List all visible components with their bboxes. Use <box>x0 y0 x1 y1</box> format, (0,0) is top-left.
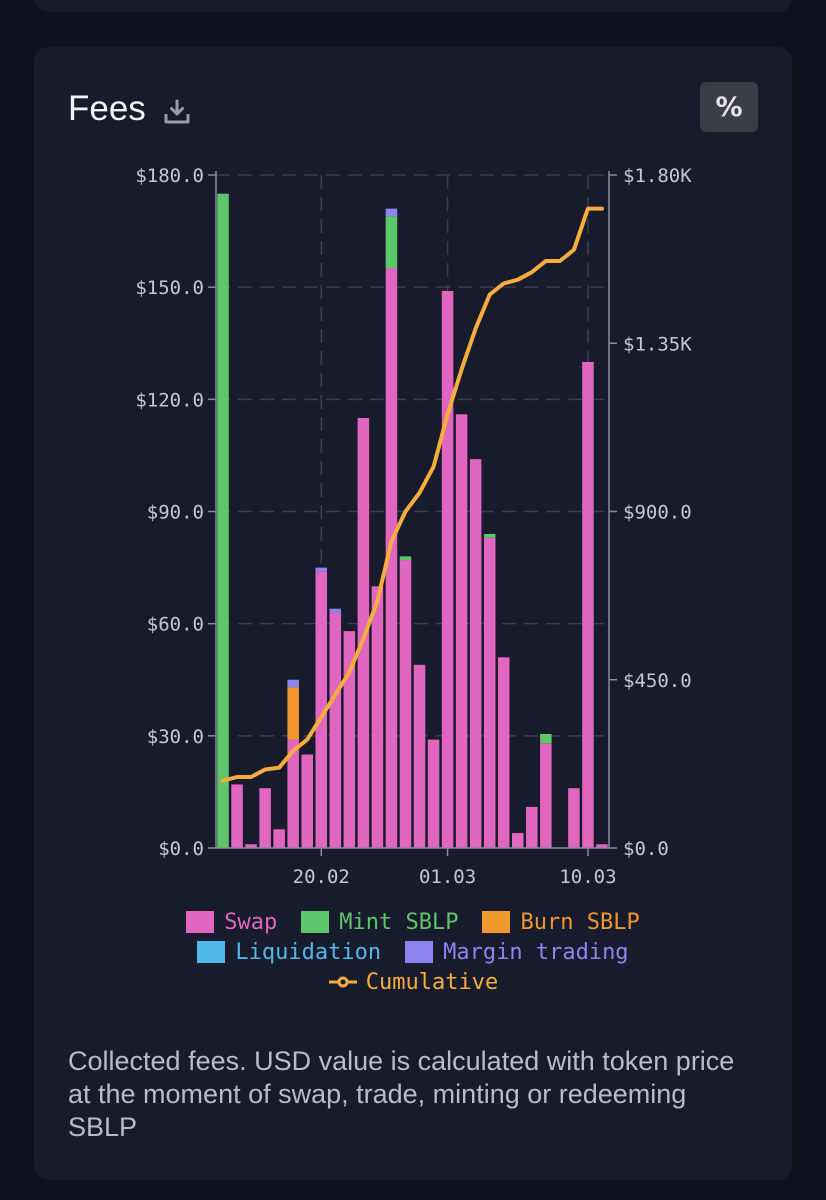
legend-item-cumulative[interactable]: Cumulative <box>328 970 498 995</box>
bar-mint <box>483 533 496 538</box>
cumulative-line <box>221 206 604 783</box>
fees-chart: $0.0 $30.0 $60.0 $90.0 $120.0 $150.0 $180.0 $0.… <box>135 165 692 888</box>
bar-swap <box>231 784 243 848</box>
x-tick-label: 20.02 <box>293 866 350 888</box>
bar-swap <box>273 829 285 848</box>
bar-swap <box>315 571 328 848</box>
chart-caption: Collected fees. USD value is calculated … <box>68 1046 735 1142</box>
y-left-tick-label: $60.0 <box>147 614 204 636</box>
bar-swap <box>329 612 342 848</box>
y-right-tick-label: $0.0 <box>623 838 669 860</box>
fees-card: Fees % $0.0 $30.0 $60.0 $90.0 $120.0 $150.0 $1… <box>34 47 792 1180</box>
y-right-tick-label: $450.0 <box>623 670 692 692</box>
bar-swap <box>455 414 468 848</box>
bar-swap <box>287 739 299 848</box>
bar-mint <box>540 733 552 744</box>
legend-label-cumulative: Cumulative <box>365 969 499 995</box>
bar-mint <box>217 193 229 848</box>
card-title: Fees <box>68 89 146 128</box>
legend-swatch-mint <box>301 911 330 933</box>
axes <box>208 171 617 856</box>
bar-swap <box>413 664 426 848</box>
bar-swap <box>497 657 510 848</box>
legend-label-burn: Burn SBLP <box>520 909 640 935</box>
previous-card <box>34 0 792 12</box>
legend-label-margin: Margin trading <box>443 939 629 965</box>
y-right-tick-label: $900.0 <box>623 502 692 524</box>
legend-swatch-burn <box>482 911 511 933</box>
legend-item-liquidation[interactable]: Liquidation <box>197 940 381 965</box>
bar-swap <box>540 743 552 848</box>
legend-label-mint: Mint SBLP <box>339 909 459 935</box>
bar-swap <box>343 631 356 848</box>
y-left-tick-label: $90.0 <box>147 502 204 524</box>
bar-swap <box>301 754 313 848</box>
legend-label-swap: Swap <box>224 909 278 935</box>
y-right-tick-label: $1.80K <box>623 165 692 187</box>
y-left-tick-label: $30.0 <box>147 726 204 748</box>
bar-mint <box>385 216 398 269</box>
bar-swap <box>526 806 538 848</box>
y-right-tick-label: $1.35K <box>623 333 692 355</box>
bar-swap <box>483 537 496 848</box>
bar-mint <box>399 556 412 561</box>
bar-swap <box>441 290 454 849</box>
chart-legend: Swap Mint SBLP Burn SBLP Liquidation Mar… <box>34 907 792 997</box>
bar-swap <box>582 361 594 848</box>
legend-swatch-liquidation <box>197 941 226 963</box>
bar-burn <box>287 687 299 740</box>
legend-label-liquidation: Liquidation <box>235 939 382 965</box>
bar-swap <box>596 844 608 848</box>
legend-marker-cumulative <box>328 976 357 988</box>
bar-swap <box>371 586 384 848</box>
x-tick-label: 10.03 <box>559 866 616 888</box>
bar-series <box>217 193 608 849</box>
y-left-tick-label: $150.0 <box>135 277 204 299</box>
percent-toggle-button[interactable]: % <box>700 82 758 132</box>
bar-swap <box>427 739 440 848</box>
x-tick-label: 01.03 <box>419 866 476 888</box>
legend-item-swap[interactable]: Swap <box>186 910 277 935</box>
download-icon[interactable] <box>162 97 192 127</box>
bar-swap <box>385 268 398 848</box>
bar-swap <box>469 459 482 848</box>
y-left-tick-label: $120.0 <box>135 389 204 411</box>
bar-margin <box>287 679 299 688</box>
legend-item-burn[interactable]: Burn SBLP <box>482 909 640 935</box>
y-left-tick-label: $180.0 <box>135 165 204 187</box>
legend-swatch-swap <box>186 911 215 933</box>
y-left-tick-label: $0.0 <box>158 838 204 860</box>
tick-labels: $0.0 $30.0 $60.0 $90.0 $120.0 $150.0 $180.0 $0.… <box>135 165 692 888</box>
bar-margin <box>329 608 342 613</box>
bar-swap <box>568 788 580 848</box>
bar-margin <box>315 567 328 572</box>
legend-swatch-margin <box>405 941 434 963</box>
bar-swap <box>259 788 271 848</box>
bar-margin <box>385 208 398 217</box>
bar-swap <box>512 833 524 848</box>
bar-swap <box>245 844 257 848</box>
legend-item-mint[interactable]: Mint SBLP <box>301 910 458 935</box>
legend-item-margin[interactable]: Margin trading <box>405 939 629 965</box>
bar-swap <box>399 560 412 848</box>
